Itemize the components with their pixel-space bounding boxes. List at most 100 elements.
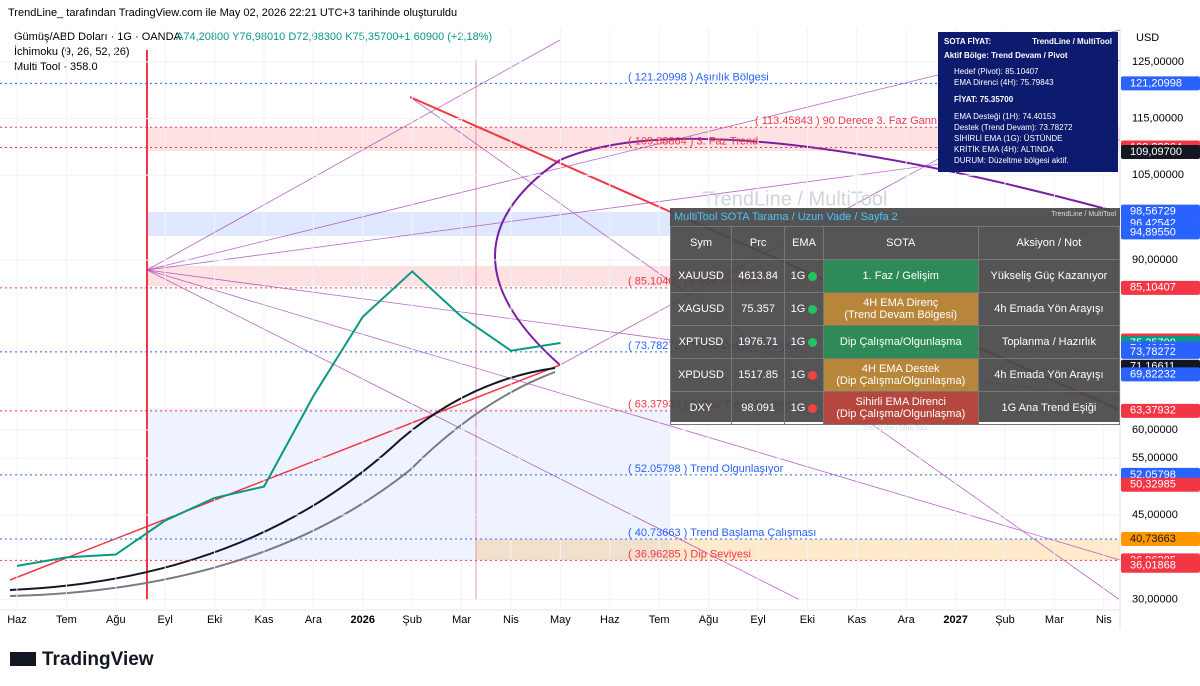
- trend-line: [9, 364, 561, 581]
- x-tick-label: Tem: [649, 614, 670, 626]
- table: Sym Prc EMA SOTA Aksiyon / Not XAUUSD 4613.84 1…: [670, 226, 1121, 425]
- y-tick-label: 60,00000: [1132, 424, 1178, 436]
- cell: 1G: [784, 259, 824, 293]
- ema-dot: [808, 370, 818, 380]
- x-tick-label: Eyl: [750, 614, 765, 626]
- price-tag-label: 85,10407: [1130, 282, 1176, 294]
- cell: 4h Emada Yön Arayışı: [977, 292, 1121, 326]
- x-tick-label: Ağu: [106, 614, 126, 626]
- zone: [476, 539, 1120, 560]
- watermark: TrendLine_ tarafından TradingView.com il…: [8, 7, 457, 19]
- level-label: ( 109.88864 ) 3. Faz Trend: [628, 135, 758, 147]
- x-tick-label: Haz: [7, 614, 27, 626]
- cell: Toplanma / Hazırlık: [977, 325, 1121, 359]
- price-tag-label: 63,37932: [1130, 405, 1176, 417]
- x-tick-label: Eyl: [158, 614, 173, 626]
- header-cell: SOTA: [822, 226, 979, 260]
- x-tick-label: Kas: [847, 614, 866, 626]
- info-line: EMA Direnci (4H): 75.79843: [954, 78, 1054, 87]
- ema-line: [9, 371, 556, 597]
- header-cell: Prc: [730, 226, 786, 260]
- cell: XAGUSD: [670, 292, 732, 326]
- price-tag-label: 73,78272: [1130, 346, 1176, 358]
- row: XPDUSD 1517.85 1G 4H EMA Destek (Dip Çalışm…: [670, 358, 1121, 392]
- y-tick-label: 30,00000: [1132, 594, 1178, 606]
- currency: USD: [1136, 32, 1159, 44]
- cell: 4H EMA Direnç (Trend Devam Bölgesi): [822, 292, 979, 326]
- row: XPTUSD 1976.71 1G Dip Çalışma/Olgunlaşma Top…: [670, 325, 1121, 359]
- info-title: SOTA FİYAT:: [944, 37, 992, 46]
- price-tag-label: 121,20998: [1130, 77, 1182, 89]
- cell: 1. Faz / Gelişim: [822, 259, 979, 293]
- indicator: Multi Tool · 358.0: [14, 61, 98, 73]
- brand-watermark: TrendLine / MultiTool: [703, 188, 888, 210]
- cell: 1G: [784, 325, 824, 359]
- symbol: Gümüş/ABD Doları · 1G · OANDA: [14, 31, 182, 43]
- cell: Sihirli EMA Direnci (Dip Çalışma/Olgunla…: [822, 391, 979, 425]
- scan-table: MultiTool SOTA Tarama / Uzun Vade / Sayf…: [670, 208, 1121, 432]
- price-tag-label: 69,82232: [1130, 368, 1176, 380]
- price-tag: [1121, 367, 1200, 382]
- ohlc: A74,20800 Y76,98010 D72,98300 K75,35700: [176, 31, 398, 43]
- x-tick-label: Mar: [1045, 614, 1064, 626]
- level-label: ( 113.45843 ) 90 Derece 3. Faz Gann Tren…: [755, 115, 968, 127]
- ema-dot: [808, 304, 818, 314]
- ema-dot: [808, 403, 818, 413]
- price-tag-label: 50,32985: [1130, 479, 1176, 491]
- y-tick-label: 105,00000: [1132, 169, 1184, 181]
- info-line: SİHİRLİ EMA (1G): ÜSTÜNDE: [954, 134, 1063, 143]
- y-tick-label: 45,00000: [1132, 509, 1178, 521]
- cell: 1G: [784, 292, 824, 326]
- cell: 1G Ana Trend Eşiği: [977, 391, 1121, 425]
- y-tick-label: 55,00000: [1132, 452, 1178, 464]
- price-tag-label: 98,56729: [1130, 206, 1176, 218]
- table-header: MultiTool SOTA Tarama / Uzun Vade / Sayf…: [670, 208, 1120, 226]
- price-line: [16, 270, 561, 567]
- x-tick-label: Mar: [452, 614, 471, 626]
- arc: [494, 137, 1111, 366]
- cell: 4H EMA Destek (Dip Çalışma/Olgunlaşma): [822, 358, 979, 392]
- x-tick-label: Nis: [1096, 614, 1112, 626]
- cell: 75.357: [730, 292, 786, 326]
- indicator: İchimoku (9, 26, 52, 26): [14, 45, 130, 58]
- x-tick-label: Nis: [503, 614, 519, 626]
- y-tick-label: 115,00000: [1132, 112, 1183, 124]
- table-brand: TrendLine / MultiTool: [1051, 211, 1116, 218]
- info-line: FİYAT: 75.35700: [954, 95, 1014, 104]
- price-tag: [1121, 532, 1200, 547]
- x-tick-label: Tem: [56, 614, 77, 626]
- cell: Yükseliş Güç Kazanıyor: [977, 259, 1121, 293]
- row: XAGUSD 75.357 1G 4H EMA Direnç (Trend Devam…: [670, 292, 1121, 326]
- info-line: Destek (Trend Devam): 73.78272: [954, 123, 1073, 132]
- x-tick-label: May: [550, 614, 571, 626]
- x-tick-label: Ağu: [699, 614, 719, 626]
- cell: XPTUSD: [670, 325, 732, 359]
- info-line: Aktif Bölge: Trend Devam / Pivot: [944, 51, 1068, 60]
- info-lines: Aktif Bölge: Trend Devam / Pivot Hedef (P…: [944, 50, 1112, 166]
- price-tag: [1121, 76, 1200, 91]
- cell: 98.091: [730, 391, 786, 425]
- footer-brand: TradingView: [42, 649, 154, 670]
- price-tag-label: 94,89550: [1130, 226, 1176, 238]
- price-tag-label: 109,09700: [1130, 146, 1182, 158]
- price-tag: [1121, 145, 1200, 160]
- x-tick-label: Kas: [255, 614, 274, 626]
- price-tag: [1121, 344, 1200, 359]
- x-tick-label: 2026: [351, 614, 375, 626]
- header-cell: Sym: [670, 226, 732, 260]
- cell: XAUUSD: [670, 259, 732, 293]
- table-footer: TrendLine / MultiTool: [862, 425, 928, 432]
- level-label: ( 36.96285 ) Dip Seviyesi: [628, 548, 751, 560]
- y-tick-label: 125,00000: [1132, 56, 1184, 68]
- price-tag: [1121, 280, 1200, 295]
- price-tag-label: 36,01868: [1130, 560, 1176, 572]
- price-tag: [1121, 204, 1200, 219]
- level-label: ( 121.20998 ) Aşırılık Bölgesi: [628, 71, 769, 83]
- price-tag: [1121, 403, 1200, 418]
- info-line: EMA Desteği (1H): 74.40153: [954, 112, 1056, 121]
- x-tick-label: Ara: [898, 614, 916, 626]
- x-tick-label: Haz: [600, 614, 620, 626]
- change: +1,60900 (+2,18%): [398, 31, 492, 43]
- level-label: ( 40.73663 ) Trend Başlama Çalışması: [628, 527, 816, 539]
